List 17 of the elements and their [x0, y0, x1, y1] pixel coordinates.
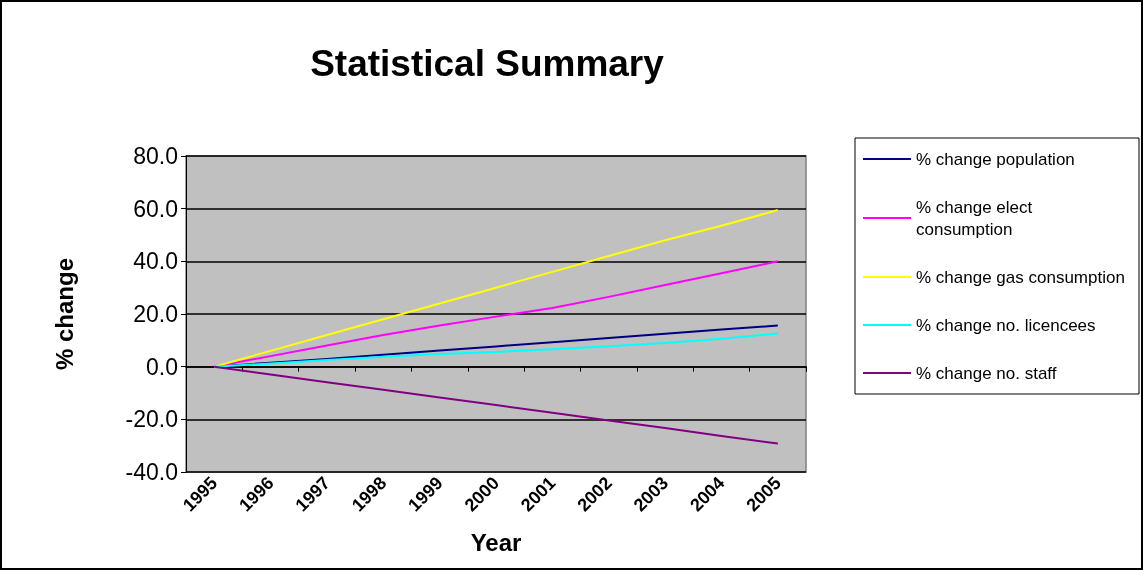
y-tick-label: 0.0	[146, 353, 178, 380]
y-tick-label: 40.0	[133, 248, 178, 275]
x-axis-title: Year	[470, 528, 522, 556]
line-series	[213, 365, 779, 445]
y-tick-label: 20.0	[133, 301, 178, 327]
legend-label: % change no. staff	[916, 363, 1057, 383]
y-tick-label: 60.0	[133, 195, 178, 222]
legend-label: % change no. licencees	[916, 315, 1096, 335]
y-axis-title: % change	[50, 257, 78, 371]
legend-label: % change gas consumption	[916, 267, 1125, 287]
y-tick-label: 80.0	[133, 143, 178, 169]
legend-label: % change elect consumption	[916, 197, 1037, 239]
legend-label: % change population	[916, 149, 1075, 169]
line-series	[213, 208, 779, 368]
y-tick-label: -40.0	[125, 459, 178, 485]
chart-title: Statistical Summary	[310, 43, 665, 84]
y-tick-label: -20.0	[125, 406, 178, 433]
